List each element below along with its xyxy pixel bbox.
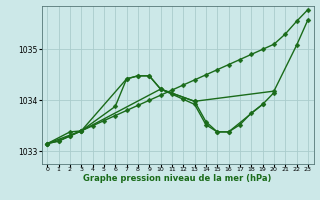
X-axis label: Graphe pression niveau de la mer (hPa): Graphe pression niveau de la mer (hPa) (84, 174, 272, 183)
